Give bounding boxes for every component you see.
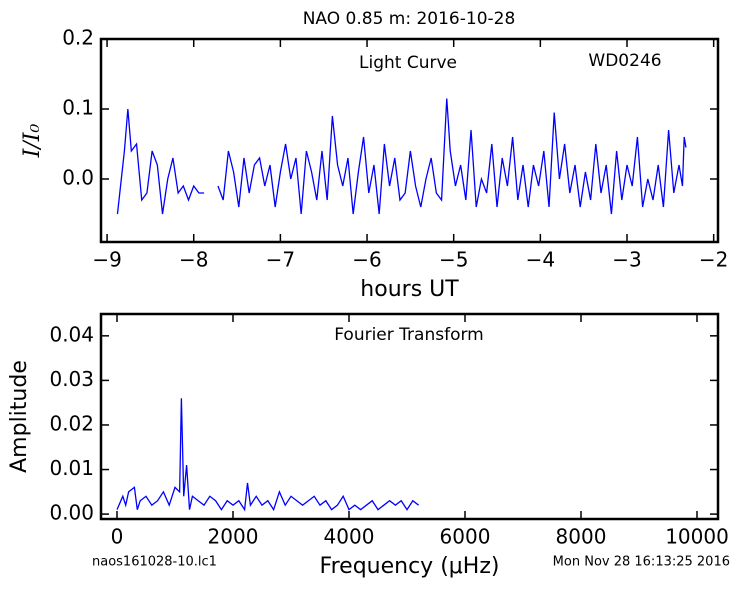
x-tick-label: −5 — [439, 248, 468, 272]
x-tick-label: −7 — [266, 248, 295, 272]
y-tick-label: 0.02 — [49, 411, 94, 435]
chart-title: NAO 0.85 m: 2016-10-28 — [303, 9, 516, 29]
y-tick-label: 0.2 — [62, 26, 94, 50]
y-tick-label: 0.0 — [62, 166, 94, 190]
axes-frame — [99, 37, 720, 244]
annotation: Fourier Transform — [334, 325, 483, 345]
x-tick-label: −3 — [612, 248, 641, 272]
data-line — [116, 398, 420, 512]
axes-frame — [99, 312, 720, 521]
footer-right: Mon Nov 28 16:13:25 2016 — [553, 555, 730, 570]
y-tick-label: 0.03 — [49, 367, 94, 391]
x-tick-label: −4 — [526, 248, 555, 272]
x-tick-label: −9 — [92, 248, 121, 272]
y-tick-label: 0.04 — [49, 322, 94, 346]
y-tick-label: 0.1 — [62, 96, 94, 120]
x-axis-label: Frequency (μHz) — [320, 554, 500, 579]
y-tick-label: 0.00 — [49, 501, 94, 525]
x-tick-label: 10000 — [665, 525, 729, 549]
y-axis-label: Amplitude — [7, 360, 32, 473]
data-line — [116, 98, 687, 215]
x-axis-label: hours UT — [360, 277, 459, 302]
annotation: Light Curve — [359, 53, 457, 73]
annotation: WD0246 — [588, 51, 661, 71]
y-tick-label: 0.01 — [49, 456, 94, 480]
x-tick-label: −6 — [352, 248, 381, 272]
x-tick-label: −8 — [179, 248, 208, 272]
x-tick-label: 6000 — [440, 525, 491, 549]
x-tick-label: 2000 — [208, 525, 259, 549]
x-tick-label: 0 — [111, 525, 124, 549]
x-tick-label: −2 — [699, 248, 728, 272]
footer-left: naos161028-10.lc1 — [92, 555, 217, 570]
y-axis-label: I/I₀ — [20, 124, 45, 159]
x-tick-label: 4000 — [324, 525, 375, 549]
x-tick-label: 8000 — [556, 525, 607, 549]
